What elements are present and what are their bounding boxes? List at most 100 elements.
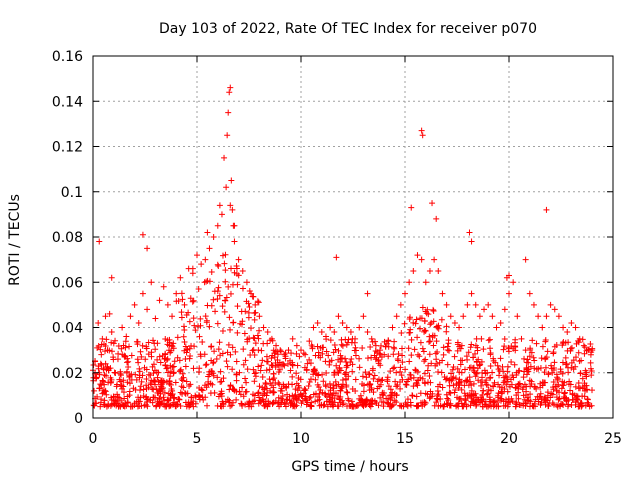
- data-point: [567, 345, 574, 352]
- data-point: [419, 345, 426, 352]
- data-point: [302, 351, 309, 358]
- data-point: [451, 389, 458, 396]
- data-point: [588, 372, 595, 379]
- x-tick-label: 5: [193, 431, 202, 447]
- data-point: [304, 399, 311, 406]
- data-point: [581, 387, 588, 394]
- data-point: [307, 360, 314, 367]
- data-point: [115, 403, 122, 410]
- data-point: [560, 393, 567, 400]
- data-point: [487, 387, 494, 394]
- data-point: [560, 324, 567, 331]
- data-point: [572, 324, 579, 331]
- data-point: [312, 376, 319, 383]
- data-point: [128, 376, 135, 383]
- data-point: [502, 372, 509, 379]
- data-point: [333, 390, 340, 397]
- data-point: [335, 313, 342, 320]
- data-point: [167, 368, 174, 375]
- data-point: [385, 343, 392, 350]
- data-point: [493, 324, 500, 331]
- data-point: [223, 184, 230, 191]
- data-point: [221, 260, 228, 267]
- data-point: [417, 390, 424, 397]
- data-point: [250, 366, 257, 373]
- data-point: [406, 358, 413, 365]
- data-point: [292, 386, 299, 393]
- data-point: [166, 378, 173, 385]
- data-point: [244, 366, 251, 373]
- data-point: [572, 383, 579, 390]
- data-point: [547, 301, 554, 308]
- data-point: [171, 358, 178, 365]
- data-point: [322, 358, 329, 365]
- data-point: [197, 315, 204, 322]
- data-point: [575, 349, 582, 356]
- data-point: [217, 378, 224, 385]
- data-point: [406, 371, 413, 378]
- data-point: [140, 392, 147, 399]
- data-point: [330, 382, 337, 389]
- data-point: [349, 335, 356, 342]
- data-point: [225, 109, 232, 116]
- data-point: [390, 344, 397, 351]
- data-point: [352, 388, 359, 395]
- data-point: [462, 377, 469, 384]
- data-point: [140, 386, 147, 393]
- data-point: [236, 388, 243, 395]
- data-point: [218, 378, 225, 385]
- data-point: [215, 284, 222, 291]
- data-point: [120, 389, 127, 396]
- data-point: [464, 301, 471, 308]
- data-point: [343, 359, 350, 366]
- data-point: [206, 323, 213, 330]
- data-point: [511, 361, 518, 368]
- data-point: [504, 363, 511, 370]
- data-point: [393, 313, 400, 320]
- data-point: [455, 384, 462, 391]
- data-point: [584, 396, 591, 403]
- data-point: [388, 392, 395, 399]
- data-point: [307, 394, 314, 401]
- data-point: [252, 340, 259, 347]
- data-point: [263, 367, 270, 374]
- data-point: [389, 324, 396, 331]
- data-point: [366, 371, 373, 378]
- data-point: [204, 302, 211, 309]
- data-point: [388, 392, 395, 399]
- data-point: [224, 132, 231, 139]
- data-point: [178, 375, 185, 382]
- data-point: [527, 391, 534, 398]
- data-point: [454, 401, 461, 408]
- data-point: [204, 402, 211, 409]
- data-point: [293, 397, 300, 404]
- data-point: [462, 392, 469, 399]
- x-tick-label: 20: [500, 431, 518, 447]
- data-point: [522, 256, 529, 263]
- data-point: [413, 393, 420, 400]
- data-point: [315, 371, 322, 378]
- data-point: [369, 338, 376, 345]
- data-point: [305, 383, 312, 390]
- data-point: [238, 308, 245, 315]
- data-point: [119, 324, 126, 331]
- data-point: [277, 401, 284, 408]
- data-point: [362, 369, 369, 376]
- data-point: [333, 254, 340, 261]
- data-point: [439, 357, 446, 364]
- data-point: [318, 329, 325, 336]
- data-point: [268, 355, 275, 362]
- data-point: [433, 395, 440, 402]
- data-point: [179, 377, 186, 384]
- data-point: [268, 362, 275, 369]
- data-point: [339, 384, 346, 391]
- data-point: [529, 402, 536, 409]
- data-point: [544, 389, 551, 396]
- data-point: [430, 306, 437, 313]
- data-point: [379, 389, 386, 396]
- data-point: [504, 368, 511, 375]
- data-point: [108, 339, 115, 346]
- data-point: [269, 337, 276, 344]
- data-point: [490, 382, 497, 389]
